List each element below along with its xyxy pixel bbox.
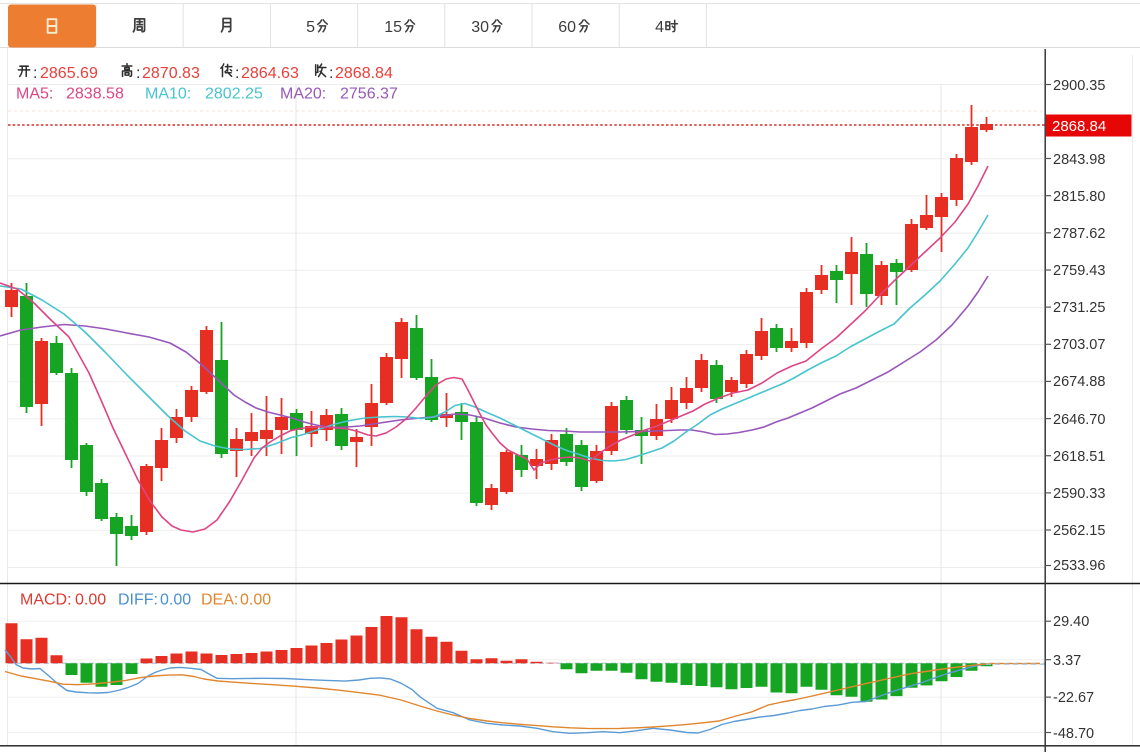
svg-text:2843.98: 2843.98 [1053, 152, 1105, 168]
svg-text:2703.07: 2703.07 [1053, 337, 1105, 353]
svg-text:29.40: 29.40 [1053, 614, 1089, 630]
svg-text:2900.35: 2900.35 [1053, 78, 1105, 94]
svg-text:2870.83: 2870.83 [142, 65, 200, 82]
svg-text::: : [33, 65, 37, 82]
svg-text:2731.25: 2731.25 [1053, 300, 1105, 316]
svg-text:3.37: 3.37 [1053, 653, 1081, 669]
svg-text:60: 60 [558, 19, 576, 36]
svg-text:2759.43: 2759.43 [1053, 263, 1105, 279]
svg-text:2618.51: 2618.51 [1053, 449, 1105, 465]
svg-text:2787.62: 2787.62 [1053, 226, 1105, 242]
svg-text:2674.88: 2674.88 [1053, 374, 1105, 390]
svg-text:2533.96: 2533.96 [1053, 558, 1105, 574]
svg-text:2562.15: 2562.15 [1053, 523, 1105, 539]
svg-text:-48.70: -48.70 [1053, 726, 1094, 742]
svg-text:30: 30 [471, 19, 489, 36]
svg-text:2868.84: 2868.84 [335, 65, 393, 82]
svg-text:2868.84: 2868.84 [1052, 118, 1106, 135]
svg-text:2646.70: 2646.70 [1053, 412, 1105, 428]
svg-text:2590.33: 2590.33 [1053, 486, 1105, 502]
svg-text:2815.80: 2815.80 [1053, 189, 1105, 205]
svg-text:4: 4 [655, 19, 664, 36]
svg-text:2864.63: 2864.63 [241, 65, 299, 82]
svg-text::: : [235, 65, 239, 82]
svg-text::: : [136, 65, 140, 82]
svg-text:-22.67: -22.67 [1053, 690, 1094, 706]
svg-text::: : [329, 65, 333, 82]
svg-text:15: 15 [384, 19, 402, 36]
svg-text:5: 5 [306, 19, 315, 36]
svg-text:2865.69: 2865.69 [40, 65, 98, 82]
